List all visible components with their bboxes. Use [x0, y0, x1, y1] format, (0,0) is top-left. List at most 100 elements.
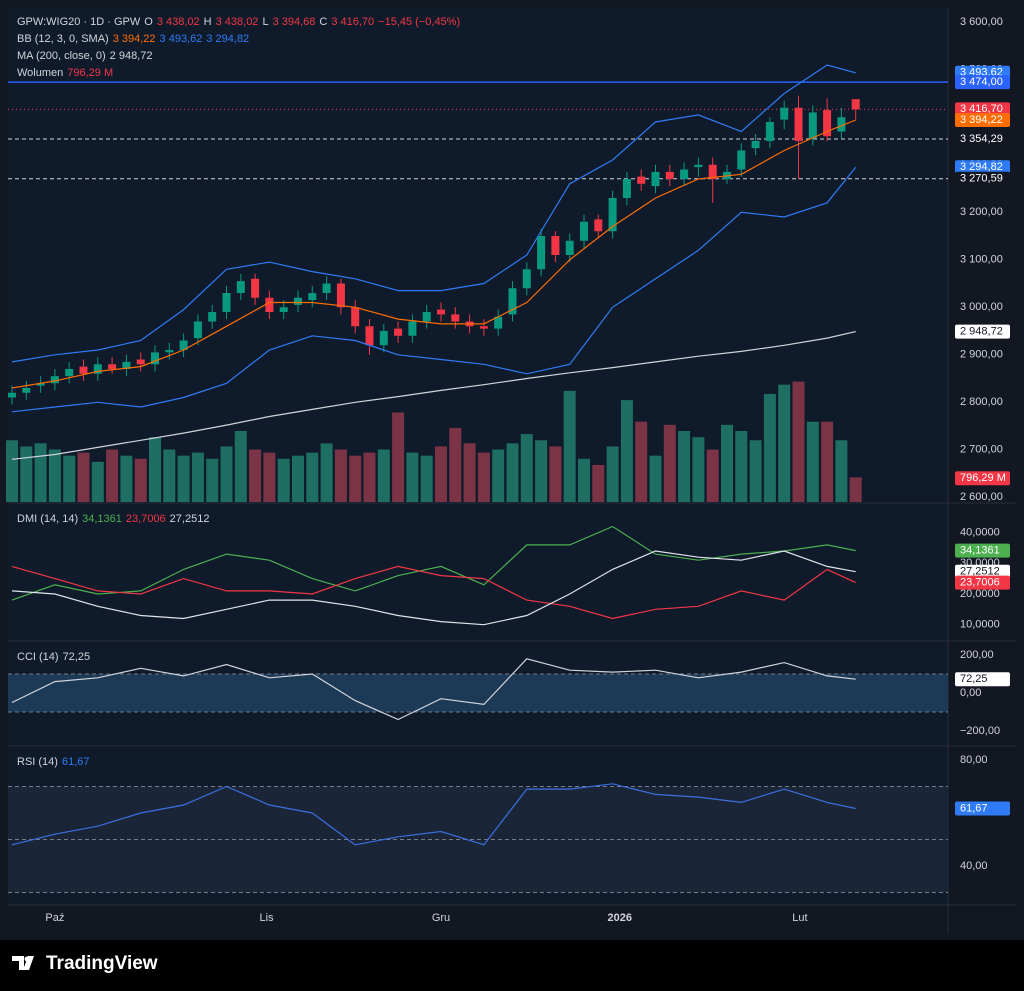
price-tag — [955, 102, 1010, 117]
legend-row: RSI (14) 61,67 — [17, 756, 90, 768]
y-tick-label: 200,00 — [960, 649, 994, 661]
candle-body — [108, 364, 117, 369]
y-tick-label: 3 100,00 — [960, 254, 1003, 266]
legend-item: RSI (14) — [17, 756, 58, 768]
legend-row: CCI (14) 72,25 — [17, 651, 90, 663]
candle-body — [308, 293, 317, 301]
volume-bar — [635, 421, 648, 502]
legend-item: BB (12, 3, 0, SMA) — [17, 33, 109, 45]
candle-body — [8, 392, 16, 398]
y-tick-label: 2 700,00 — [960, 444, 1003, 456]
legend-item: 61,67 — [62, 756, 90, 768]
candle-body — [122, 361, 131, 369]
price-tag — [955, 112, 1010, 127]
price-tag — [955, 131, 1010, 146]
indicator-line — [11, 783, 856, 846]
candle-body — [665, 171, 674, 179]
volume-bar — [149, 437, 161, 502]
volume-bar — [449, 427, 462, 502]
candle-body — [651, 171, 660, 187]
candle-body — [508, 288, 517, 315]
candle-body — [737, 150, 746, 170]
y-tick-label: 2 900,00 — [960, 349, 1003, 361]
legend-item: 3 416,70 — [331, 16, 374, 28]
price-tag — [955, 672, 1010, 687]
volume-bar — [735, 430, 748, 502]
indicator-line — [11, 550, 856, 626]
candle-body — [151, 352, 159, 365]
candle-body — [408, 321, 417, 336]
volume-bar — [649, 455, 662, 502]
volume-bar — [77, 452, 90, 502]
volume-bar — [706, 449, 719, 502]
volume-bar — [792, 381, 805, 502]
candle-body — [208, 312, 217, 322]
candle-body — [751, 141, 760, 149]
candle-body — [351, 307, 360, 327]
candle-body — [637, 176, 646, 184]
price-tag-label: 72,25 — [960, 673, 988, 685]
price-tag — [955, 543, 1010, 558]
volume-bar — [549, 446, 562, 502]
volume-bar — [320, 443, 333, 502]
volume-bar — [63, 455, 76, 502]
y-tick-label: 40,00 — [960, 860, 988, 872]
candle-body — [765, 122, 774, 141]
price-tag-label: 3 294,82 — [960, 161, 1003, 173]
logo-icon — [12, 956, 34, 970]
volume-bar — [835, 440, 848, 502]
x-tick-label: 2026 — [608, 912, 632, 924]
volume-bar — [306, 452, 319, 502]
volume-bar — [578, 458, 590, 502]
candle-body — [379, 331, 388, 346]
volume-bar — [606, 446, 619, 502]
volume-bar — [234, 430, 247, 502]
y-tick-label: 20,0000 — [960, 588, 1000, 600]
legend-item: 72,25 — [63, 651, 91, 663]
y-tick-label: 0,00 — [960, 687, 981, 699]
brand-logo: TradingView — [12, 953, 158, 974]
price-tag — [955, 575, 1010, 590]
candle-body — [823, 110, 832, 137]
candle-body — [537, 236, 546, 270]
volume-bar — [406, 452, 419, 502]
y-tick-label: 3 600,00 — [960, 16, 1003, 28]
volume-bar — [492, 449, 505, 502]
x-tick-label: Gru — [432, 912, 450, 924]
price-tag-label: 3 474,00 — [960, 76, 1003, 88]
legend-row: GPW:WIG20 · 1D · GPW O 3 438,02 H 3 438,02 L 3… — [17, 16, 460, 28]
candle-body — [594, 219, 603, 232]
x-tick-label: Lis — [260, 912, 275, 924]
volume-bar — [34, 443, 47, 502]
x-tick-label: Lut — [792, 912, 807, 924]
y-tick-label: 2 800,00 — [960, 396, 1003, 408]
legend-row: MA (200, close, 0) 2 948,72 — [17, 50, 152, 62]
price-tag — [955, 171, 1010, 186]
legend-item: GPW:WIG20 · 1D · GPW — [17, 16, 141, 28]
volume-bar — [663, 424, 676, 502]
legend-item: 2 948,72 — [110, 50, 153, 62]
volume-bar — [392, 412, 405, 502]
volume-bar — [6, 440, 18, 502]
volume-bar — [377, 449, 390, 502]
volume-bar — [778, 384, 791, 502]
candle-body — [65, 369, 74, 377]
y-tick-label: 80,00 — [960, 754, 988, 766]
candle-body — [50, 376, 59, 384]
legend-item: 27,2512 — [170, 513, 210, 525]
volume-bar — [249, 449, 262, 502]
y-tick-label: 10,0000 — [960, 619, 1000, 631]
candle-body — [794, 107, 803, 141]
volume-bar — [806, 421, 819, 502]
legend-item: L — [262, 16, 268, 28]
volume-bar — [48, 449, 61, 502]
legend-row: BB (12, 3, 0, SMA) 3 394,22 3 493,62 3 294,… — [17, 33, 249, 45]
volume-bar — [292, 455, 304, 502]
volume-bar — [277, 458, 290, 502]
legend-item: 3 394,22 — [113, 33, 156, 45]
candle-body — [79, 366, 88, 374]
candle-body — [494, 316, 503, 329]
price-tag-label: 3 354,29 — [960, 133, 1003, 145]
candle-body — [365, 326, 374, 346]
